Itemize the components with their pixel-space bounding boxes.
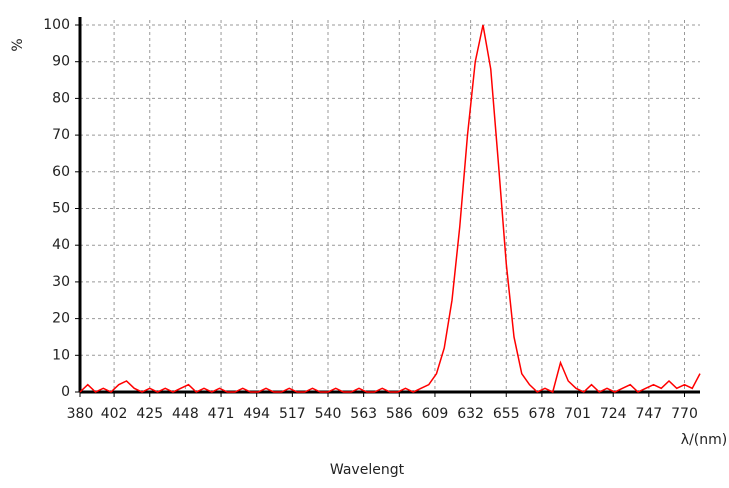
y-tick-label: 60 bbox=[52, 164, 70, 180]
x-tick-label: 425 bbox=[136, 406, 163, 422]
x-tick-label: 402 bbox=[101, 406, 128, 422]
y-tick-label: 80 bbox=[52, 90, 70, 106]
y-axis-label: % bbox=[10, 38, 26, 51]
x-tick-label: 747 bbox=[635, 406, 662, 422]
x-tick-label: 632 bbox=[457, 406, 484, 422]
x-tick-label: 724 bbox=[600, 406, 627, 422]
x-tick-label: 448 bbox=[172, 406, 199, 422]
x-axis-label: λ/(nm) bbox=[681, 432, 727, 448]
x-tick-label: 609 bbox=[422, 406, 449, 422]
y-tick-label: 50 bbox=[52, 201, 70, 217]
y-tick-label: 30 bbox=[52, 274, 70, 290]
x-tick-label: 770 bbox=[671, 406, 698, 422]
x-tick-label: 380 bbox=[67, 406, 94, 422]
x-tick-label: 540 bbox=[315, 406, 342, 422]
y-tick-label: 40 bbox=[52, 237, 70, 253]
x-tick-label: 471 bbox=[208, 406, 235, 422]
chart-title: Wavelengt bbox=[330, 462, 405, 478]
x-tick-label: 586 bbox=[386, 406, 413, 422]
x-tick-label: 655 bbox=[493, 406, 520, 422]
y-tick-label: 10 bbox=[52, 347, 70, 363]
y-tick-label: 0 bbox=[61, 384, 70, 400]
x-tick-label: 563 bbox=[350, 406, 377, 422]
y-tick-label: 20 bbox=[52, 311, 70, 327]
x-tick-label: 678 bbox=[529, 406, 556, 422]
spectrum-line bbox=[79, 24, 701, 394]
x-tick-label: 494 bbox=[243, 406, 270, 422]
x-tick-label: 701 bbox=[564, 406, 591, 422]
x-tick-label: 517 bbox=[279, 406, 306, 422]
y-tick-label: 100 bbox=[43, 17, 70, 33]
y-tick-label: 70 bbox=[52, 127, 70, 143]
y-tick-label: 90 bbox=[52, 54, 70, 70]
